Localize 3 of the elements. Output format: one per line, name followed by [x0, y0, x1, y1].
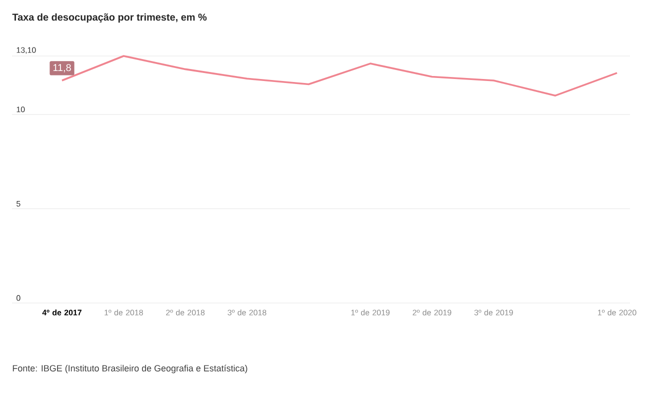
source-note: Fonte: IBGE (Instituto Brasileiro de Geografia e Estatística) [12, 364, 248, 374]
chart-title: Taxa de desocupação por trimeste, em % [12, 13, 207, 23]
data-label: 11,8 [53, 64, 71, 72]
